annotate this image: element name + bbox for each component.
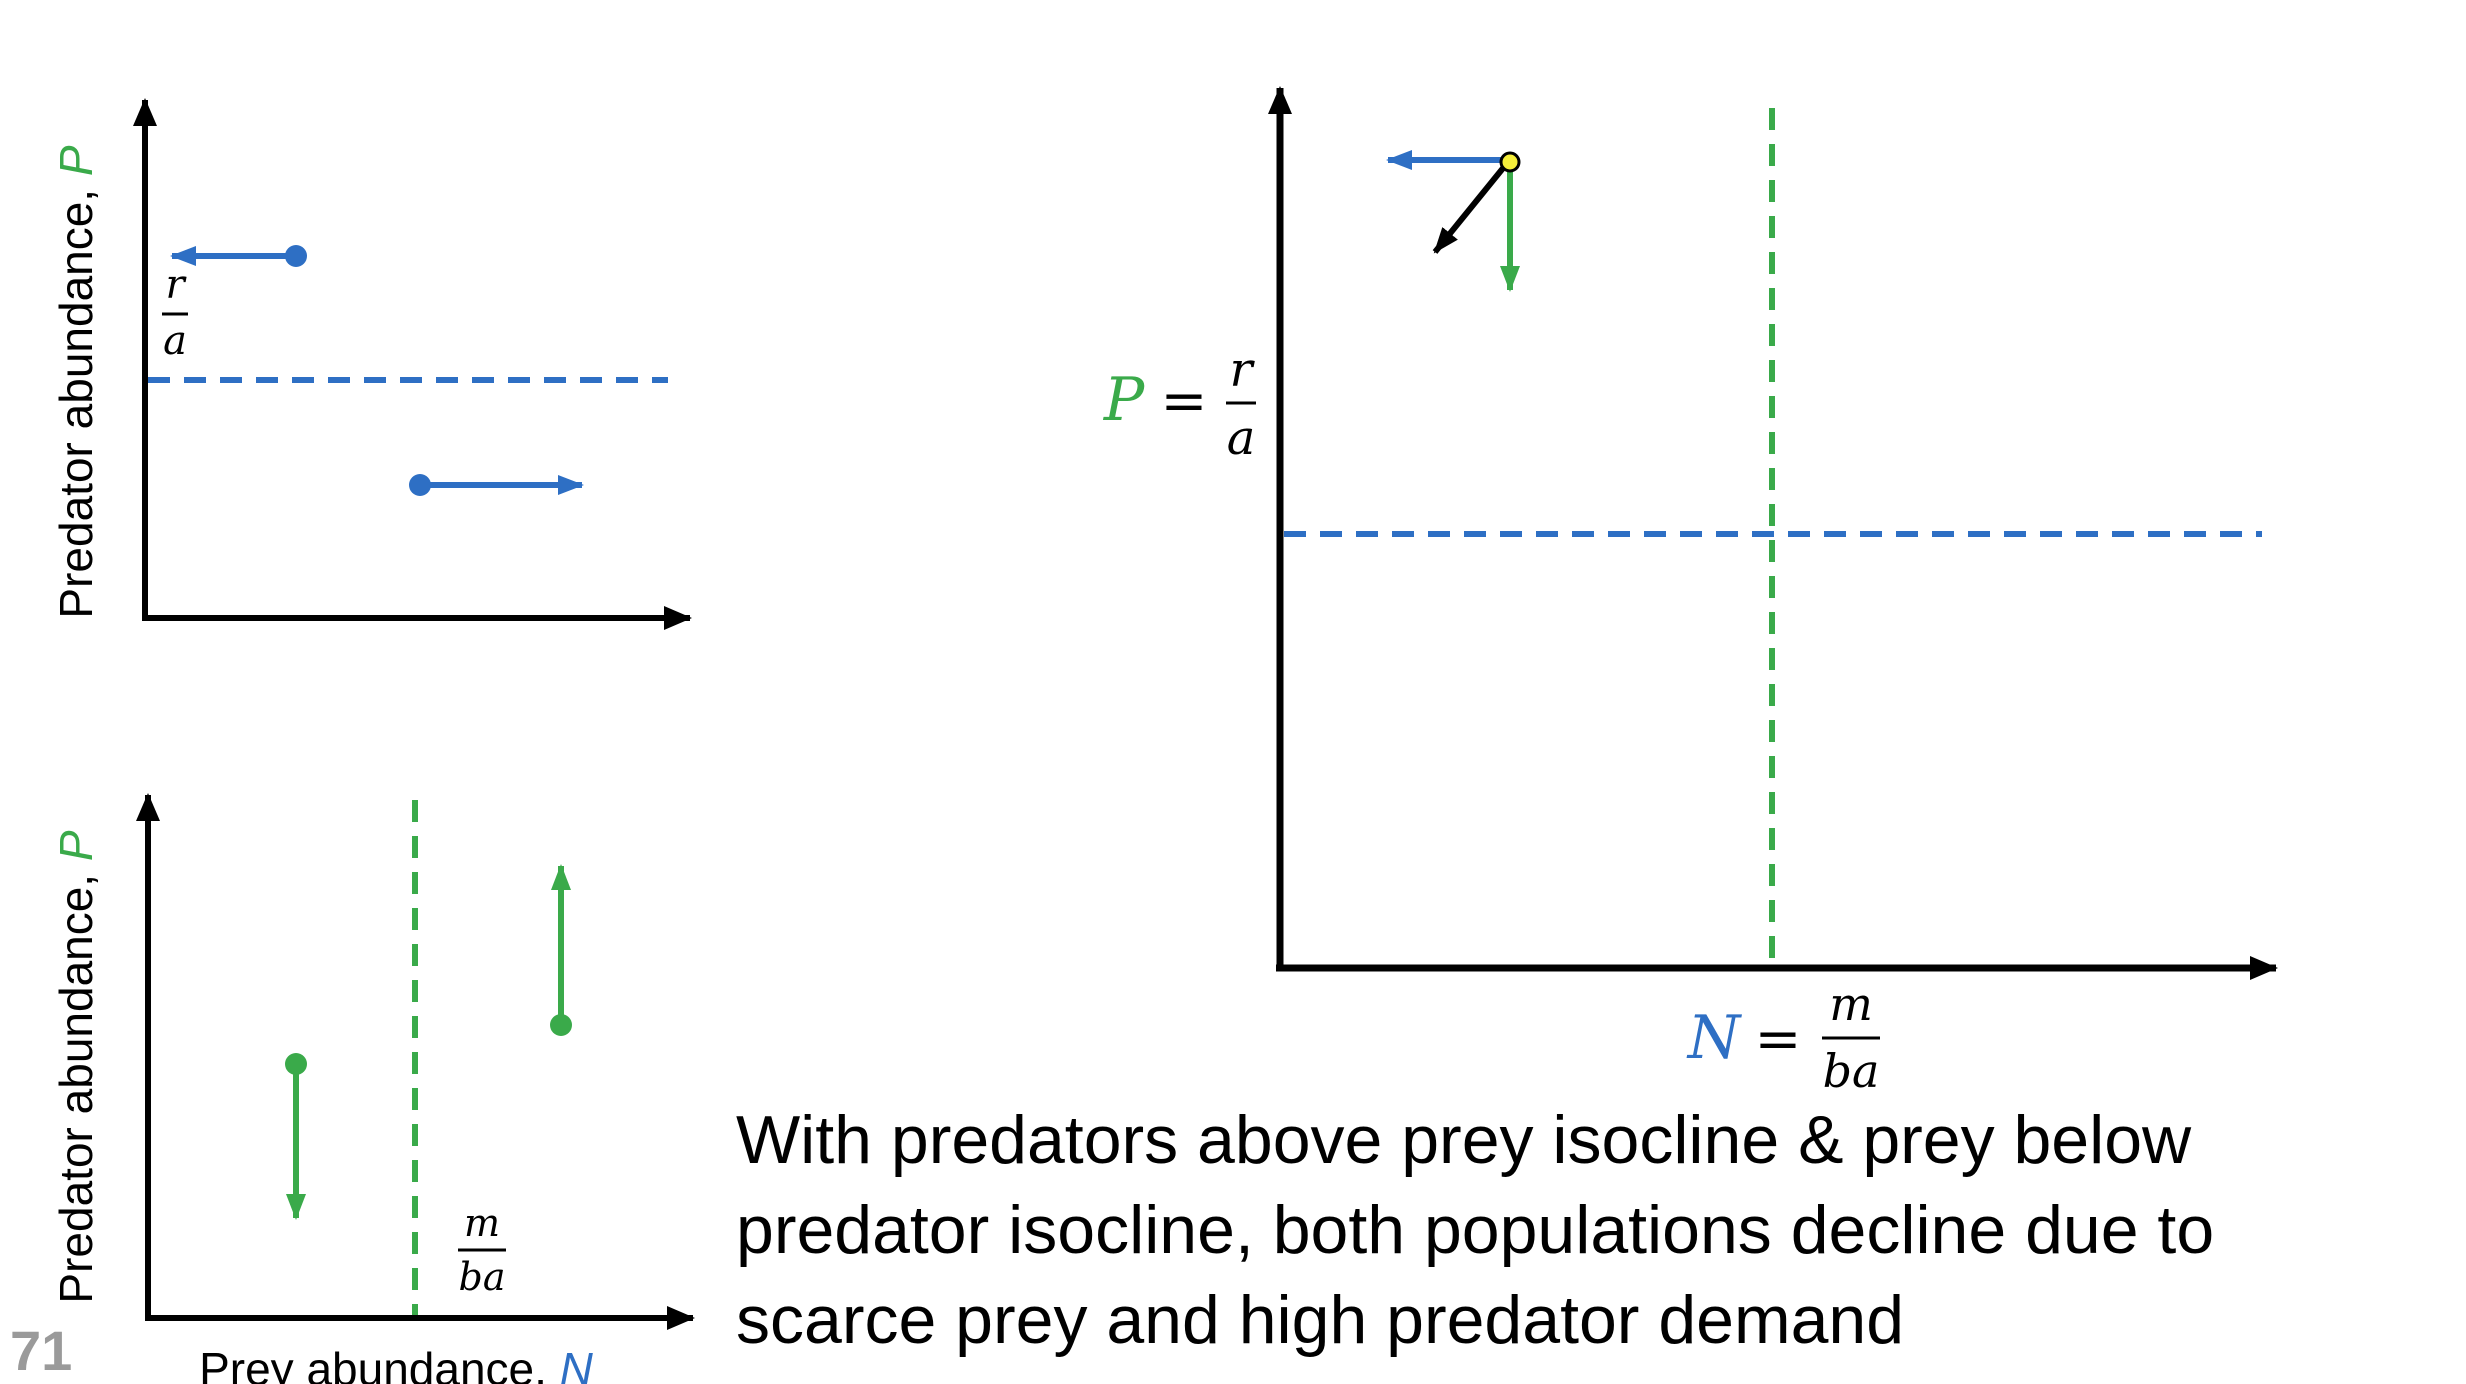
- main-predator-isocline-den: ba: [1823, 1044, 1880, 1098]
- main-resultant-arrow: [1432, 160, 1511, 254]
- top-left-isocline-den: a: [163, 318, 187, 364]
- bottom-left-isocline-den: ba: [459, 1255, 506, 1299]
- caption-line-2: predator isocline, both populations decl…: [736, 1192, 2215, 1268]
- top-left-panel: r a Predator abundance, P: [50, 98, 692, 630]
- main-state-point: [1499, 151, 1521, 173]
- top-left-point-below: [409, 474, 431, 496]
- top-left-isocline-label: r a: [162, 262, 188, 364]
- top-left-vector-above: [170, 245, 307, 267]
- bottom-left-x-axis-var: N: [560, 1343, 594, 1384]
- bottom-left-vector-right: [550, 864, 572, 1036]
- bottom-left-isocline-num: m: [464, 1201, 500, 1245]
- bottom-left-point-right: [550, 1014, 572, 1036]
- top-left-isocline-num: r: [165, 262, 187, 308]
- bottom-left-x-axis-label: Prey abundance, N: [199, 1343, 594, 1384]
- caption-line-3: scarce prey and high predator demand: [736, 1282, 1905, 1358]
- bottom-left-panel: m ba Predator abundance, P Prey abundanc…: [50, 793, 695, 1384]
- top-left-y-axis-label: Predator abundance, P: [50, 145, 102, 618]
- main-prey-isocline-den: a: [1227, 410, 1256, 466]
- main-predator-isocline-eq: =: [1755, 1007, 1802, 1072]
- bottom-left-isocline-label: m ba: [458, 1201, 506, 1299]
- top-left-y-axis-var: P: [50, 145, 102, 176]
- bottom-left-point-left: [285, 1053, 307, 1075]
- top-left-vector-below: [409, 474, 584, 496]
- main-predator-isocline-lhs: N: [1686, 1003, 1743, 1073]
- bottom-left-y-axis-var: P: [50, 830, 102, 861]
- bottom-left-vector-left: [285, 1053, 307, 1220]
- main-prey-isocline-eq: =: [1161, 369, 1208, 434]
- main-prey-isocline-lhs: P: [1103, 365, 1146, 435]
- main-prey-isocline-num: r: [1230, 342, 1256, 398]
- caption: With predators above prey isocline & pre…: [736, 1095, 2436, 1365]
- main-prey-isocline-label: P = r a: [1103, 342, 1256, 466]
- main-panel: P = r a N = m ba: [1103, 86, 2278, 1098]
- caption-line-1: With predators above prey isocline & pre…: [736, 1102, 2192, 1178]
- top-left-point-above: [285, 245, 307, 267]
- main-state-vector: [1386, 150, 1521, 292]
- page-number: 71: [10, 1319, 72, 1382]
- main-predator-isocline-label: N = m ba: [1686, 977, 1880, 1098]
- bottom-left-y-axis-label: Predator abundance, P: [50, 830, 102, 1303]
- main-predator-isocline-num: m: [1829, 977, 1873, 1031]
